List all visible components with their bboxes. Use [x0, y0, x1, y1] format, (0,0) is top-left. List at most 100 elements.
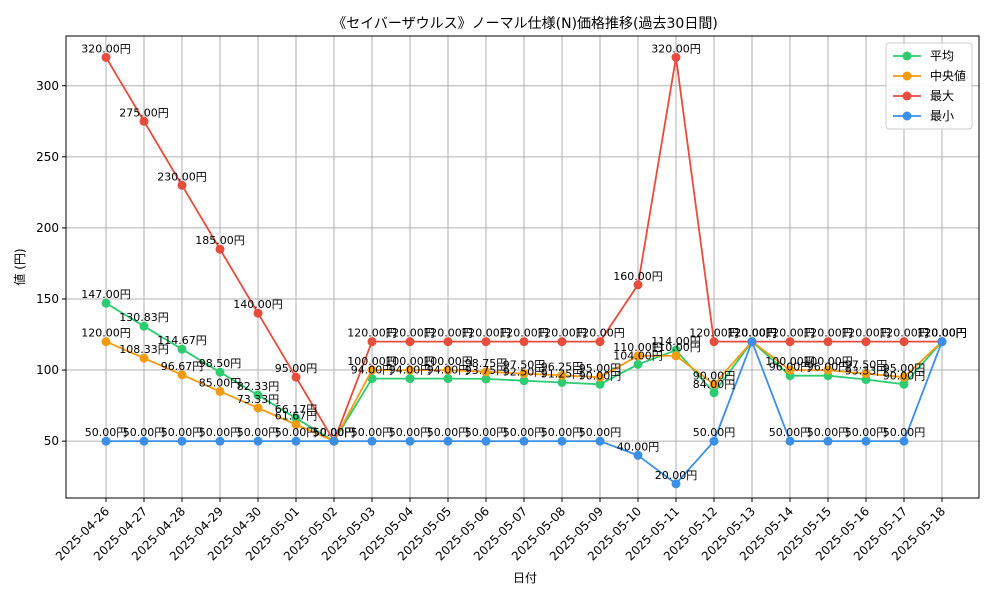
data-point — [291, 436, 301, 446]
data-label: 320.00円 — [651, 42, 701, 55]
data-point — [481, 374, 491, 384]
data-point — [215, 367, 225, 377]
y-axis-label: 値 (円) — [12, 248, 27, 285]
data-label: 94.00円 — [351, 364, 394, 377]
data-point — [595, 379, 605, 389]
data-point — [861, 369, 871, 379]
data-label: 50.00円 — [313, 426, 356, 439]
data-point — [899, 337, 909, 347]
y-axis: 50 100 150 200 250 300 — [36, 79, 66, 448]
data-point — [443, 365, 453, 375]
data-label: 320.00円 — [81, 42, 131, 55]
data-label: 50.00円 — [351, 426, 394, 439]
data-label: 20.00円 — [655, 469, 698, 482]
data-label: 93.33円 — [845, 365, 888, 378]
data-label: 100.00円 — [423, 355, 473, 368]
data-point — [633, 280, 643, 290]
data-label: 50.00円 — [465, 426, 508, 439]
data-point — [291, 420, 301, 430]
data-label: 185.00円 — [195, 234, 245, 247]
data-point — [367, 436, 377, 446]
data-label: 50.00円 — [389, 426, 432, 439]
data-label: 50.00円 — [427, 426, 470, 439]
data-point — [139, 116, 149, 126]
data-label: 50.00円 — [769, 426, 812, 439]
data-label: 96.25円 — [541, 360, 584, 373]
data-point — [709, 436, 719, 446]
data-point — [443, 436, 453, 446]
data-label: 97.50円 — [845, 359, 888, 372]
data-label: 97.50円 — [503, 359, 546, 372]
data-point — [785, 337, 795, 347]
data-label: 110.00円 — [613, 341, 663, 354]
grid-lines — [66, 36, 979, 498]
data-label: 50.00円 — [161, 426, 204, 439]
data-point — [443, 374, 453, 384]
data-label: 98.75円 — [465, 357, 508, 370]
data-point — [177, 436, 187, 446]
legend-marker — [902, 51, 912, 61]
plot-area — [65, 35, 980, 499]
legend-marker — [902, 91, 912, 101]
data-label: 147.00円 — [81, 288, 131, 301]
data-point — [709, 379, 719, 389]
data-point — [595, 436, 605, 446]
legend-label: 最小 — [930, 109, 954, 123]
data-label: 120.00円 — [423, 327, 473, 340]
data-point — [785, 436, 795, 446]
data-label: 120.00円 — [727, 327, 777, 340]
data-label: 120.00円 — [575, 327, 625, 340]
data-point — [329, 436, 339, 446]
data-label: 120.00円 — [499, 327, 549, 340]
data-label: 100.00円 — [347, 355, 397, 368]
data-label: 50.00円 — [237, 426, 280, 439]
data-label: 50.00円 — [123, 426, 166, 439]
data-label: 120.00円 — [917, 327, 967, 340]
data-label: 90.00円 — [883, 369, 926, 382]
data-point — [405, 436, 415, 446]
data-point — [747, 337, 757, 347]
data-point — [595, 372, 605, 382]
data-label: 82.33円 — [237, 380, 280, 393]
data-point — [253, 390, 263, 400]
legend-marker — [902, 111, 912, 121]
data-point — [785, 365, 795, 375]
data-point — [671, 52, 681, 62]
data-point — [937, 337, 947, 347]
data-label: 90.00円 — [579, 369, 622, 382]
data-label: 120.00円 — [765, 327, 815, 340]
series-layer — [101, 52, 947, 489]
data-label: 120.00円 — [727, 327, 777, 340]
data-label: 120.00円 — [537, 327, 587, 340]
data-label: 96.67円 — [161, 360, 204, 373]
data-point — [519, 376, 529, 386]
data-label: 100.00円 — [385, 355, 435, 368]
data-label: 96.00円 — [807, 361, 850, 374]
data-point — [633, 351, 643, 361]
data-point — [899, 379, 909, 389]
data-label: 120.00円 — [879, 327, 929, 340]
data-point — [443, 337, 453, 347]
data-label: 230.00円 — [157, 170, 207, 183]
data-label: 110.00円 — [651, 341, 701, 354]
data-point — [519, 369, 529, 379]
data-point — [215, 244, 225, 254]
data-label: 90.00円 — [693, 369, 736, 382]
data-point — [481, 337, 491, 347]
data-point — [139, 436, 149, 446]
data-point — [671, 479, 681, 489]
data-point — [101, 337, 111, 347]
data-point — [177, 180, 187, 190]
data-label: 98.50円 — [199, 357, 242, 370]
data-label: 160.00円 — [613, 270, 663, 283]
data-point — [139, 321, 149, 331]
data-label: 120.00円 — [347, 327, 397, 340]
data-label: 120.00円 — [917, 327, 967, 340]
data-label: 275.00円 — [119, 106, 169, 119]
data-label: 104.00円 — [613, 349, 663, 362]
data-label: 50.00円 — [845, 426, 888, 439]
data-label: 50.00円 — [313, 426, 356, 439]
data-label: 50.00円 — [313, 426, 356, 439]
data-point — [101, 436, 111, 446]
data-label: 73.33円 — [237, 393, 280, 406]
